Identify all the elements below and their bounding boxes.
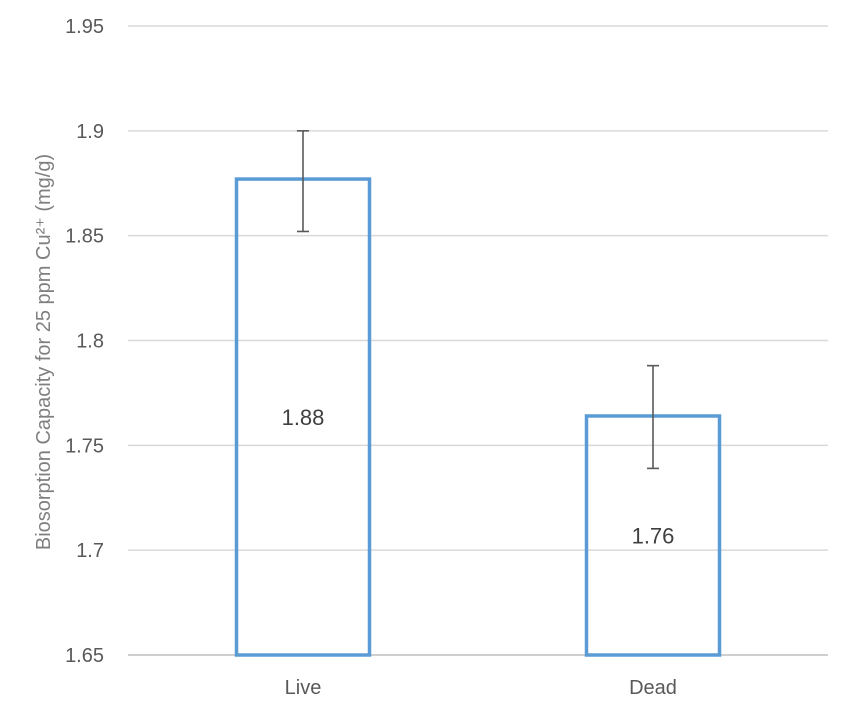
y-tick-label: 1.8 <box>76 331 104 353</box>
y-tick-label: 1.85 <box>65 226 104 248</box>
x-axis-categories: Live Dead <box>285 677 677 699</box>
y-axis-ticks: 1.65 1.7 1.75 1.8 1.85 1.9 1.95 <box>65 16 104 667</box>
y-axis-label: Biosorption Capacity for 25 ppm Cu²⁺ (mg… <box>33 154 55 550</box>
y-tick-label: 1.95 <box>65 16 104 38</box>
data-label-dead: 1.76 <box>632 523 675 548</box>
y-tick-label: 1.7 <box>76 540 104 562</box>
x-category-label: Dead <box>629 677 677 699</box>
y-tick-label: 1.75 <box>65 435 104 457</box>
error-bars <box>297 130 659 470</box>
data-labels: 1.88 1.76 <box>282 405 675 548</box>
x-category-label: Live <box>285 677 322 699</box>
data-label-live: 1.88 <box>282 405 325 430</box>
gridlines <box>128 25 828 656</box>
y-tick-label: 1.9 <box>76 121 104 143</box>
y-tick-label: 1.65 <box>65 645 104 667</box>
